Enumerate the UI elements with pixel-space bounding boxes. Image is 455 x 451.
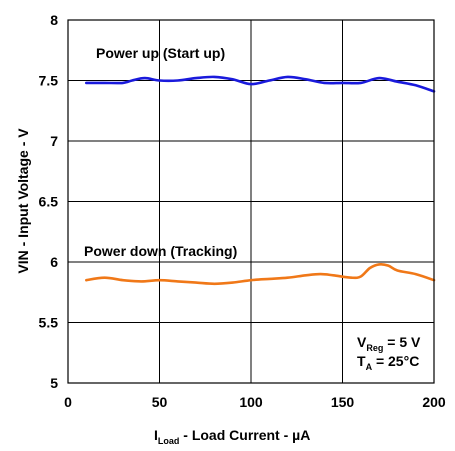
power-down-label: Power down (Tracking) — [84, 243, 237, 259]
power-up-label: Power up (Start up) — [96, 45, 225, 61]
plot-frame — [67, 19, 435, 384]
gridlines — [68, 20, 434, 383]
y-tick-label: 7 — [50, 133, 58, 149]
vreg-annotation: VReg = 5 V — [357, 334, 421, 353]
tick-labels: 0 50 100 150 200 5 5.5 6 6.5 7 7.5 8 — [39, 12, 446, 410]
ta-annotation: TA = 25°C — [357, 353, 419, 372]
power-up-series-line — [85, 75, 436, 93]
x-tick-label: 150 — [331, 394, 355, 410]
y-tick-label: 6.5 — [39, 194, 59, 210]
x-axis-title: ILoad - Load Current - µA — [154, 427, 310, 446]
y-tick-label: 5 — [50, 375, 58, 391]
y-tick-label: 6 — [50, 254, 58, 270]
series-lines — [85, 75, 436, 286]
x-tick-label: 100 — [239, 394, 263, 410]
x-tick-label: 0 — [64, 394, 72, 410]
x-tick-label: 50 — [152, 394, 168, 410]
y-axis-title: VIN - Input Voltage - V — [15, 128, 31, 274]
x-tick-label: 200 — [422, 394, 446, 410]
y-tick-label: 8 — [50, 12, 58, 28]
y-tick-label: 5.5 — [39, 315, 59, 331]
power-down-series-line — [85, 262, 436, 286]
y-tick-label: 7.5 — [39, 73, 59, 89]
